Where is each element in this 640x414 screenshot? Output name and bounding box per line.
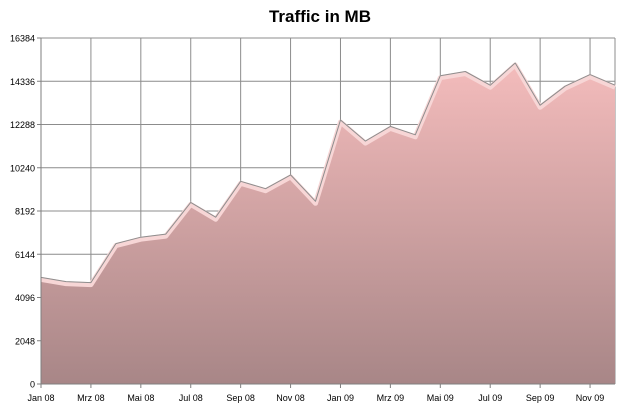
area-top-band (40, 62, 616, 288)
x-tick-label: Sep 09 (526, 393, 555, 403)
y-tick-label: 6144 (15, 250, 35, 260)
area-outline (40, 62, 616, 284)
x-tick-label: Mai 09 (427, 393, 454, 403)
x-tick-label: Mrz 08 (77, 393, 105, 403)
y-tick-label: 14336 (10, 77, 35, 87)
y-tick-label: 4096 (15, 293, 35, 303)
x-tick-label: Mai 08 (127, 393, 154, 403)
tick-labels: 0 2048 4096 6144 8192 10240 12288 14336 16384 Jan… (10, 34, 604, 404)
x-tick-label: Jan 09 (327, 393, 354, 403)
chart-title: Traffic in MB (268, 7, 371, 26)
y-tick-label: 2048 (15, 336, 35, 346)
x-tick-label: Nov 08 (276, 393, 305, 403)
x-tick-label: Mrz 09 (377, 393, 405, 403)
axes (37, 37, 615, 388)
area-fill (41, 63, 615, 384)
x-tick-label: Jan 08 (27, 393, 54, 403)
y-tick-label: 12288 (10, 120, 35, 130)
y-tick-label: 8192 (15, 207, 35, 217)
y-tick-label: 16384 (10, 34, 35, 44)
y-tick-label: 10240 (10, 163, 35, 173)
x-tick-label: Nov 09 (576, 393, 605, 403)
x-tick-label: Jul 09 (478, 393, 502, 403)
x-tick-label: Jul 08 (179, 393, 203, 403)
area-series (40, 62, 616, 384)
x-tick-label: Sep 08 (226, 393, 255, 403)
y-tick-label: 0 (30, 380, 35, 390)
